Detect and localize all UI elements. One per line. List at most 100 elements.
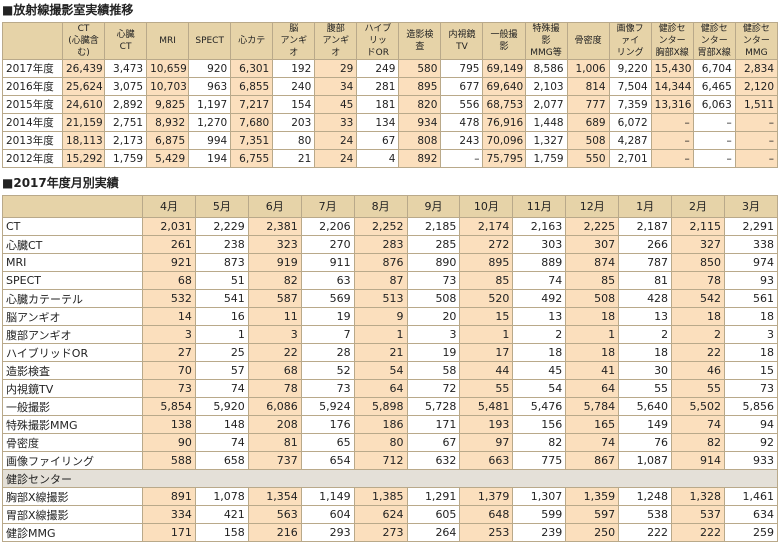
cell: 238 [194,235,249,254]
cell: 994 [188,131,232,150]
cell: 9,220 [608,59,652,78]
cell: 5,784 [565,397,620,416]
cell: – [440,149,484,168]
cell: 186 [353,415,408,434]
cell: 18 [618,343,673,362]
cell: 27 [142,343,196,362]
cell: 26,439 [61,59,106,78]
cell: 777 [566,95,610,114]
cell: 20 [406,307,461,326]
cell: 1,087 [618,451,673,470]
header-row: 4月 5月 6月 7月 8月 9月 10月 11月 12月 1月 2月 3月 [2,195,779,218]
cell: 70 [142,361,196,380]
row-label: 2014年度 [2,113,63,132]
header-cell: 10月 [459,195,514,218]
cell: 14 [142,307,196,326]
row-label: 造影検査 [2,361,143,380]
cell: 222 [671,523,725,542]
cell: 2,381 [247,217,302,236]
cell: – [692,131,736,150]
cell: 33 [314,113,358,132]
cell: 41 [565,361,620,380]
cell: 63 [300,271,355,290]
cell: 82 [671,433,725,452]
cell: 19 [300,307,355,326]
cell: 73 [300,379,355,398]
cell: 974 [723,253,779,272]
cell: 890 [406,253,461,272]
cell: 81 [247,433,302,452]
table-row: 健診MMG 171 158 216 293 273 264 253 239 250 222 222 25… [2,523,779,542]
header-cell: 脳 アンギオ [272,22,316,60]
cell: 9 [353,307,408,326]
cell: 563 [247,505,302,524]
table-row: 胃部X線撮影 334 421 563 604 624 605 648 599 597 538 537 6… [2,505,779,524]
cell: 97 [459,433,514,452]
cell: 194 [188,149,232,168]
header-row: CT (心臓含む) 心臓 CT MRI SPECT 心カテ脳 アンギオ 腹部 アンギオ ハイ… [2,22,779,60]
header-cell: 12月 [565,195,620,218]
cell: 283 [353,235,408,254]
cell: 2,031 [142,217,196,236]
cell: 74 [194,379,249,398]
cell: 4 [356,149,400,168]
cell: 6,875 [146,131,190,150]
header-cell: 2月 [671,195,725,218]
cell: 158 [194,523,249,542]
cell: 13 [512,307,567,326]
cell: 52 [300,361,355,380]
cell: 1,448 [524,113,568,132]
cell: 67 [356,131,400,150]
cell: 587 [247,289,302,308]
cell: 264 [406,523,461,542]
header-cell [2,195,143,218]
cell: – [734,113,779,132]
cell: 243 [440,131,484,150]
cell: 293 [300,523,355,542]
cell: 1,379 [459,487,514,506]
cell: 538 [618,505,673,524]
cell: 81 [618,271,673,290]
cell: 25 [194,343,249,362]
row-label: 2012年度 [2,149,63,168]
cell: 171 [406,415,461,434]
cell: 87 [353,271,408,290]
cell: 17 [459,343,514,362]
monthly-table: 4月 5月 6月 7月 8月 9月 10月 11月 12月 1月 2月 3月 CT 2,031 2,229 2… [2,195,779,542]
cell: 1,354 [247,487,302,506]
table-row: 腹部アンギオ 3 1 3 7 1 3 1 2 1 2 2 3 [2,325,779,344]
cell: 7 [300,325,355,344]
cell: 1,078 [194,487,249,506]
cell: 69,640 [482,77,526,96]
cell: 550 [566,149,610,168]
cell: 895 [459,253,514,272]
cell: 22 [247,343,302,362]
cell: 55 [459,379,514,398]
table-row: CT 2,031 2,229 2,381 2,206 2,252 2,185 2,174 2,1… [2,217,779,236]
cell: 203 [272,113,316,132]
cell: 253 [459,523,514,542]
cell: 154 [272,95,316,114]
cell: 2,163 [512,217,567,236]
cell: 775 [512,451,567,470]
cell: 5,476 [512,397,567,416]
cell: 15 [723,361,779,380]
table-row: 内視鏡TV 73 74 78 73 64 72 55 54 64 55 55 73 [2,379,779,398]
header-cell: 一般撮影 [482,22,526,60]
cell: 648 [459,505,514,524]
cell: 663 [459,451,514,470]
cell: 689 [566,113,610,132]
row-label: 健診センター [2,469,778,488]
cell: 1,759 [524,149,568,168]
cell: 561 [723,289,779,308]
table-row: 2012年度 15,292 1,759 5,429 194 6,755 21 24 4 892–7… [2,149,779,168]
header-cell: CT (心臓含む) [61,22,106,60]
cell: 934 [398,113,442,132]
cell: 69,149 [482,59,526,78]
table-row: 一般撮影 5,854 5,920 6,086 5,924 5,898 5,728 5,481 5… [2,397,779,416]
cell: 272 [459,235,514,254]
row-label: ハイブリッドOR [2,343,143,362]
cell: 82 [247,271,302,290]
row-label: 内視鏡TV [2,379,143,398]
header-cell: 1月 [618,195,673,218]
